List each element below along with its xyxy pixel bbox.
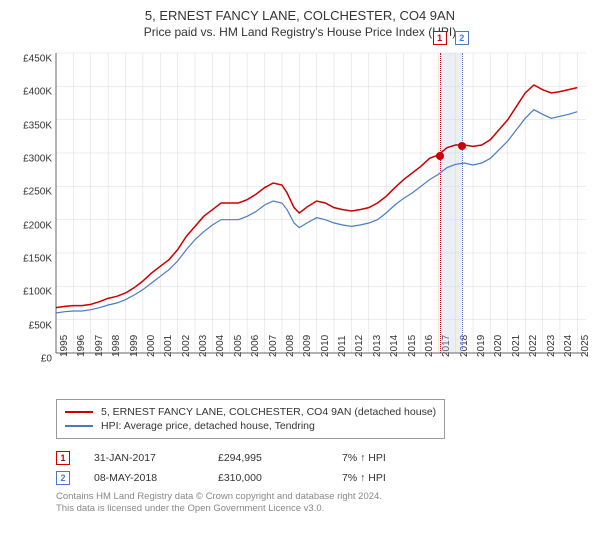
y-axis-label: £450K bbox=[8, 54, 52, 65]
page-subtitle: Price paid vs. HM Land Registry's House … bbox=[8, 25, 592, 39]
y-axis-label: £150K bbox=[8, 254, 52, 265]
sale-delta: 7% ↑ HPI bbox=[342, 452, 442, 464]
y-axis-label: £250K bbox=[8, 187, 52, 198]
legend-label: HPI: Average price, detached house, Tend… bbox=[101, 420, 315, 432]
chart-container: £0 £50K £100K £150K £200K £250K £300K £350K £400… bbox=[8, 47, 592, 387]
event-marker: 2 bbox=[455, 31, 469, 45]
y-axis-label: £100K bbox=[8, 287, 52, 298]
legend-row: HPI: Average price, detached house, Tend… bbox=[65, 420, 436, 432]
sale-row: 1 31-JAN-2017 £294,995 7% ↑ HPI bbox=[56, 451, 592, 465]
plot-area: £0£50K£100K£150K£200K£250K£300K£350K£400… bbox=[56, 53, 586, 353]
y-axis-label: £350K bbox=[8, 120, 52, 131]
legend-label: 5, ERNEST FANCY LANE, COLCHESTER, CO4 9A… bbox=[101, 406, 436, 418]
sale-price: £294,995 bbox=[218, 452, 318, 464]
sale-price: £310,000 bbox=[218, 472, 318, 484]
legend-row: 5, ERNEST FANCY LANE, COLCHESTER, CO4 9A… bbox=[65, 406, 436, 418]
legend-swatch bbox=[65, 425, 93, 427]
sale-dot bbox=[436, 152, 444, 160]
event-marker: 1 bbox=[433, 31, 447, 45]
sales-table: 1 31-JAN-2017 £294,995 7% ↑ HPI 2 08-MAY-2018… bbox=[56, 451, 592, 485]
sale-delta: 7% ↑ HPI bbox=[342, 472, 442, 484]
sale-dot bbox=[458, 142, 466, 150]
credit-line-1: Contains HM Land Registry data © Crown c… bbox=[56, 491, 592, 503]
legend-swatch bbox=[65, 411, 93, 413]
sale-date: 08-MAY-2018 bbox=[94, 472, 194, 484]
sale-marker: 1 bbox=[56, 451, 70, 465]
page-title: 5, ERNEST FANCY LANE, COLCHESTER, CO4 9A… bbox=[8, 8, 592, 23]
sale-row: 2 08-MAY-2018 £310,000 7% ↑ HPI bbox=[56, 471, 592, 485]
credit-text: Contains HM Land Registry data © Crown c… bbox=[56, 491, 592, 516]
legend: 5, ERNEST FANCY LANE, COLCHESTER, CO4 9A… bbox=[56, 399, 445, 439]
y-axis-label: £400K bbox=[8, 87, 52, 98]
y-axis-label: £50K bbox=[8, 320, 52, 331]
sale-marker: 2 bbox=[56, 471, 70, 485]
y-axis-label: £300K bbox=[8, 154, 52, 165]
sale-date: 31-JAN-2017 bbox=[94, 452, 194, 464]
credit-line-2: This data is licensed under the Open Gov… bbox=[56, 503, 592, 515]
y-axis-label: £200K bbox=[8, 220, 52, 231]
y-axis-label: £0 bbox=[8, 354, 52, 365]
